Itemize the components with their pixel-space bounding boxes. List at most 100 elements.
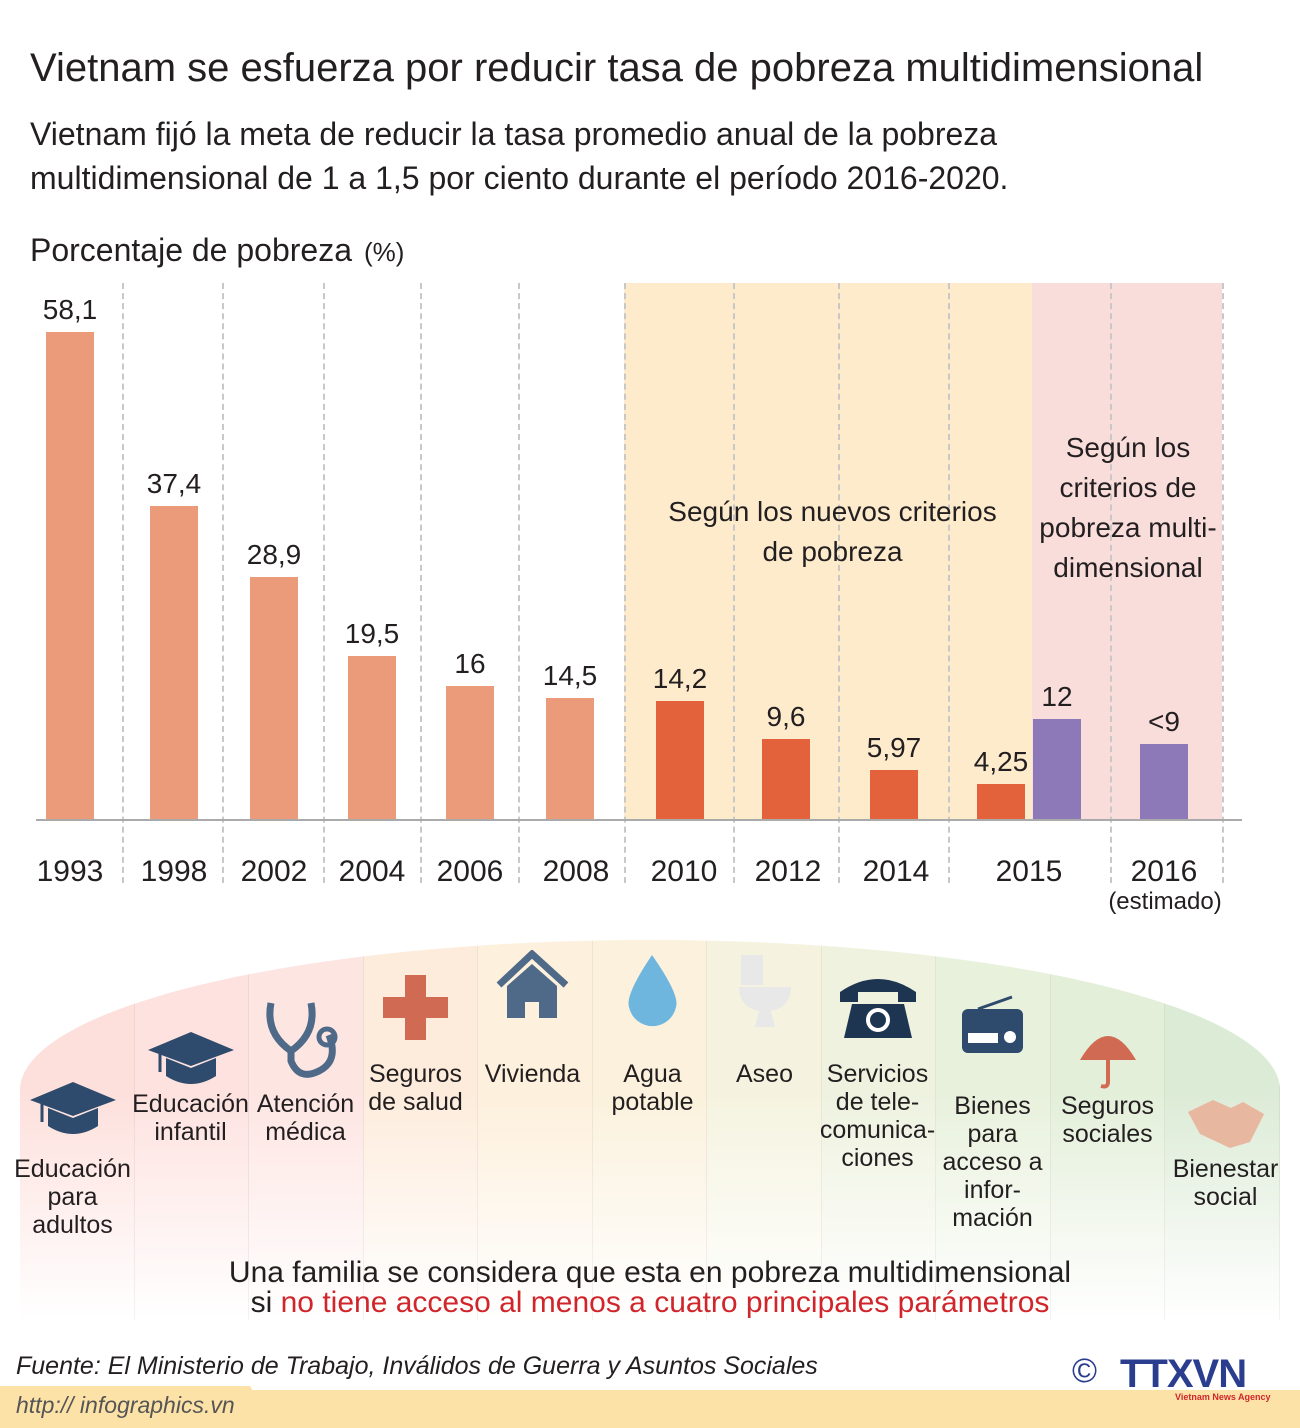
chart-title: Porcentaje de pobreza (%) <box>30 232 404 269</box>
bar-2004 <box>348 656 396 820</box>
subtitle: Vietnam fijó la meta de reducir la tasa … <box>30 116 1009 196</box>
bar-2012 <box>762 739 810 820</box>
bar-2015 <box>1033 719 1081 820</box>
gridline <box>420 283 422 883</box>
y-unit: (%) <box>364 237 405 267</box>
bar-2002 <box>250 577 298 820</box>
indicator-label: Aseo <box>736 1060 793 1088</box>
x-axis <box>36 819 1242 821</box>
indicator-0 <box>10 1080 135 1146</box>
graduation-cap-icon <box>10 1080 135 1140</box>
url-link[interactable]: http:// infographics.vn <box>16 1392 235 1418</box>
value-label: 58,1 <box>42 293 98 325</box>
handshake-icon <box>1163 1092 1288 1152</box>
medical-cross-icon <box>353 975 478 1040</box>
x-tick-label: 2008 <box>542 855 610 888</box>
logo-subtitle: Vietnam News Agency <box>1175 1392 1271 1402</box>
value-label: 28,9 <box>246 539 302 571</box>
indicator-6 <box>702 955 827 1036</box>
indicator-2 <box>243 995 368 1091</box>
indicator-label: Seguros sociales <box>1060 1092 1155 1148</box>
gridline <box>1110 283 1112 883</box>
x-tick-label: 2004 <box>338 855 406 888</box>
x-tick-label: 2014 <box>862 855 930 888</box>
gridline <box>948 283 950 883</box>
annotation-new-criteria: Según los nuevos criterios de pobreza <box>668 496 997 567</box>
bar-2014 <box>870 769 918 820</box>
house-icon <box>470 950 595 1020</box>
definition-line1: Una familia se considera que esta en pob… <box>228 1256 1072 1289</box>
indicator-column <box>821 940 937 1320</box>
value-label: 14,5 <box>542 660 598 692</box>
x-tick-label: 2006 <box>436 855 504 888</box>
bar-2006 <box>446 685 494 820</box>
gridline <box>222 283 224 883</box>
value-label: 5,97 <box>866 731 922 763</box>
x-tick-label: 2016 <box>1130 855 1198 888</box>
page-title: Vietnam se esfuerza por reducir tasa de … <box>30 46 1204 90</box>
source: Fuente: El Ministerio de Trabajo, Inváli… <box>16 1352 818 1380</box>
logo: TTXVN <box>1120 1352 1247 1396</box>
indicator-label: Seguros de salud <box>368 1060 463 1116</box>
chart-title-text: Porcentaje de pobreza <box>30 232 352 268</box>
annotation-multidimensional: Según los criterios de pobreza multi-dim… <box>1039 432 1217 583</box>
x-tick-label: 2002 <box>240 855 308 888</box>
x-tick-label: 2015 <box>995 855 1063 888</box>
copyright-icon: © <box>1072 1352 1098 1390</box>
definition-highlight: no tiene acceso al menos a cuatro princi… <box>280 1286 1050 1319</box>
indicator-label: Bienes para acceso a infor-mación <box>942 1092 1043 1232</box>
x-tick-label: 1998 <box>140 855 208 888</box>
x-sublabel: (estimado) <box>1108 888 1222 915</box>
value-label: 16 <box>454 647 486 679</box>
bar-1993 <box>46 331 94 820</box>
value-label: 37,4 <box>146 467 202 499</box>
gridline <box>733 283 735 883</box>
stethoscope-icon <box>243 995 368 1085</box>
umbrella-icon <box>1045 1030 1170 1090</box>
indicator-label: Bienestar social <box>1172 1155 1279 1211</box>
x-tick-label: 2012 <box>754 855 822 888</box>
gridline <box>122 283 124 883</box>
definition-note: Una familia se considera que esta en pob… <box>0 1258 1300 1318</box>
indicator-8 <box>930 995 1055 1061</box>
indicator-10 <box>1163 1092 1288 1158</box>
indicator-1 <box>128 1030 253 1096</box>
indicator-label: Servicios de tele-comunica-ciones <box>819 1060 936 1172</box>
indicator-4 <box>470 950 595 1026</box>
value-label: 14,2 <box>652 662 708 694</box>
water-drop-icon <box>590 955 715 1030</box>
gridline <box>1222 283 1224 883</box>
graduation-cap-icon <box>128 1030 253 1090</box>
indicator-column <box>134 940 250 1320</box>
indicator-label: Agua potable <box>611 1060 694 1116</box>
value-label: <9 <box>1148 706 1180 738</box>
definition-line2-prefix: si <box>250 1286 281 1319</box>
indicators-arc <box>20 940 1280 1320</box>
gridline <box>624 283 626 883</box>
toilet-icon <box>702 955 827 1030</box>
bar-2010 <box>656 700 704 820</box>
indicator-3 <box>353 975 478 1046</box>
bar-2008 <box>546 698 594 820</box>
gridline <box>323 283 325 883</box>
indicator-label: Vivienda <box>484 1060 581 1088</box>
value-label: 4,25 <box>973 746 1029 778</box>
indicator-label: Educación para adultos <box>14 1155 131 1239</box>
indicator-5 <box>590 955 715 1036</box>
indicator-label: Educación infantil <box>132 1090 249 1146</box>
radio-icon <box>930 995 1055 1055</box>
telephone-icon <box>815 970 940 1040</box>
indicator-7 <box>815 970 940 1046</box>
gridline <box>518 283 520 883</box>
bar-2016 (estimado) <box>1140 744 1188 820</box>
value-label: 9,6 <box>766 701 806 733</box>
indicator-9 <box>1045 1030 1170 1096</box>
x-tick-label: 1993 <box>36 855 104 888</box>
indicator-column <box>1050 940 1166 1320</box>
indicator-column <box>478 940 593 1320</box>
bar-2015 <box>977 784 1025 820</box>
value-label: 12 <box>1041 681 1073 713</box>
url-tab <box>0 1386 270 1418</box>
bar-1998 <box>150 505 198 820</box>
value-label: 19,5 <box>344 618 400 650</box>
